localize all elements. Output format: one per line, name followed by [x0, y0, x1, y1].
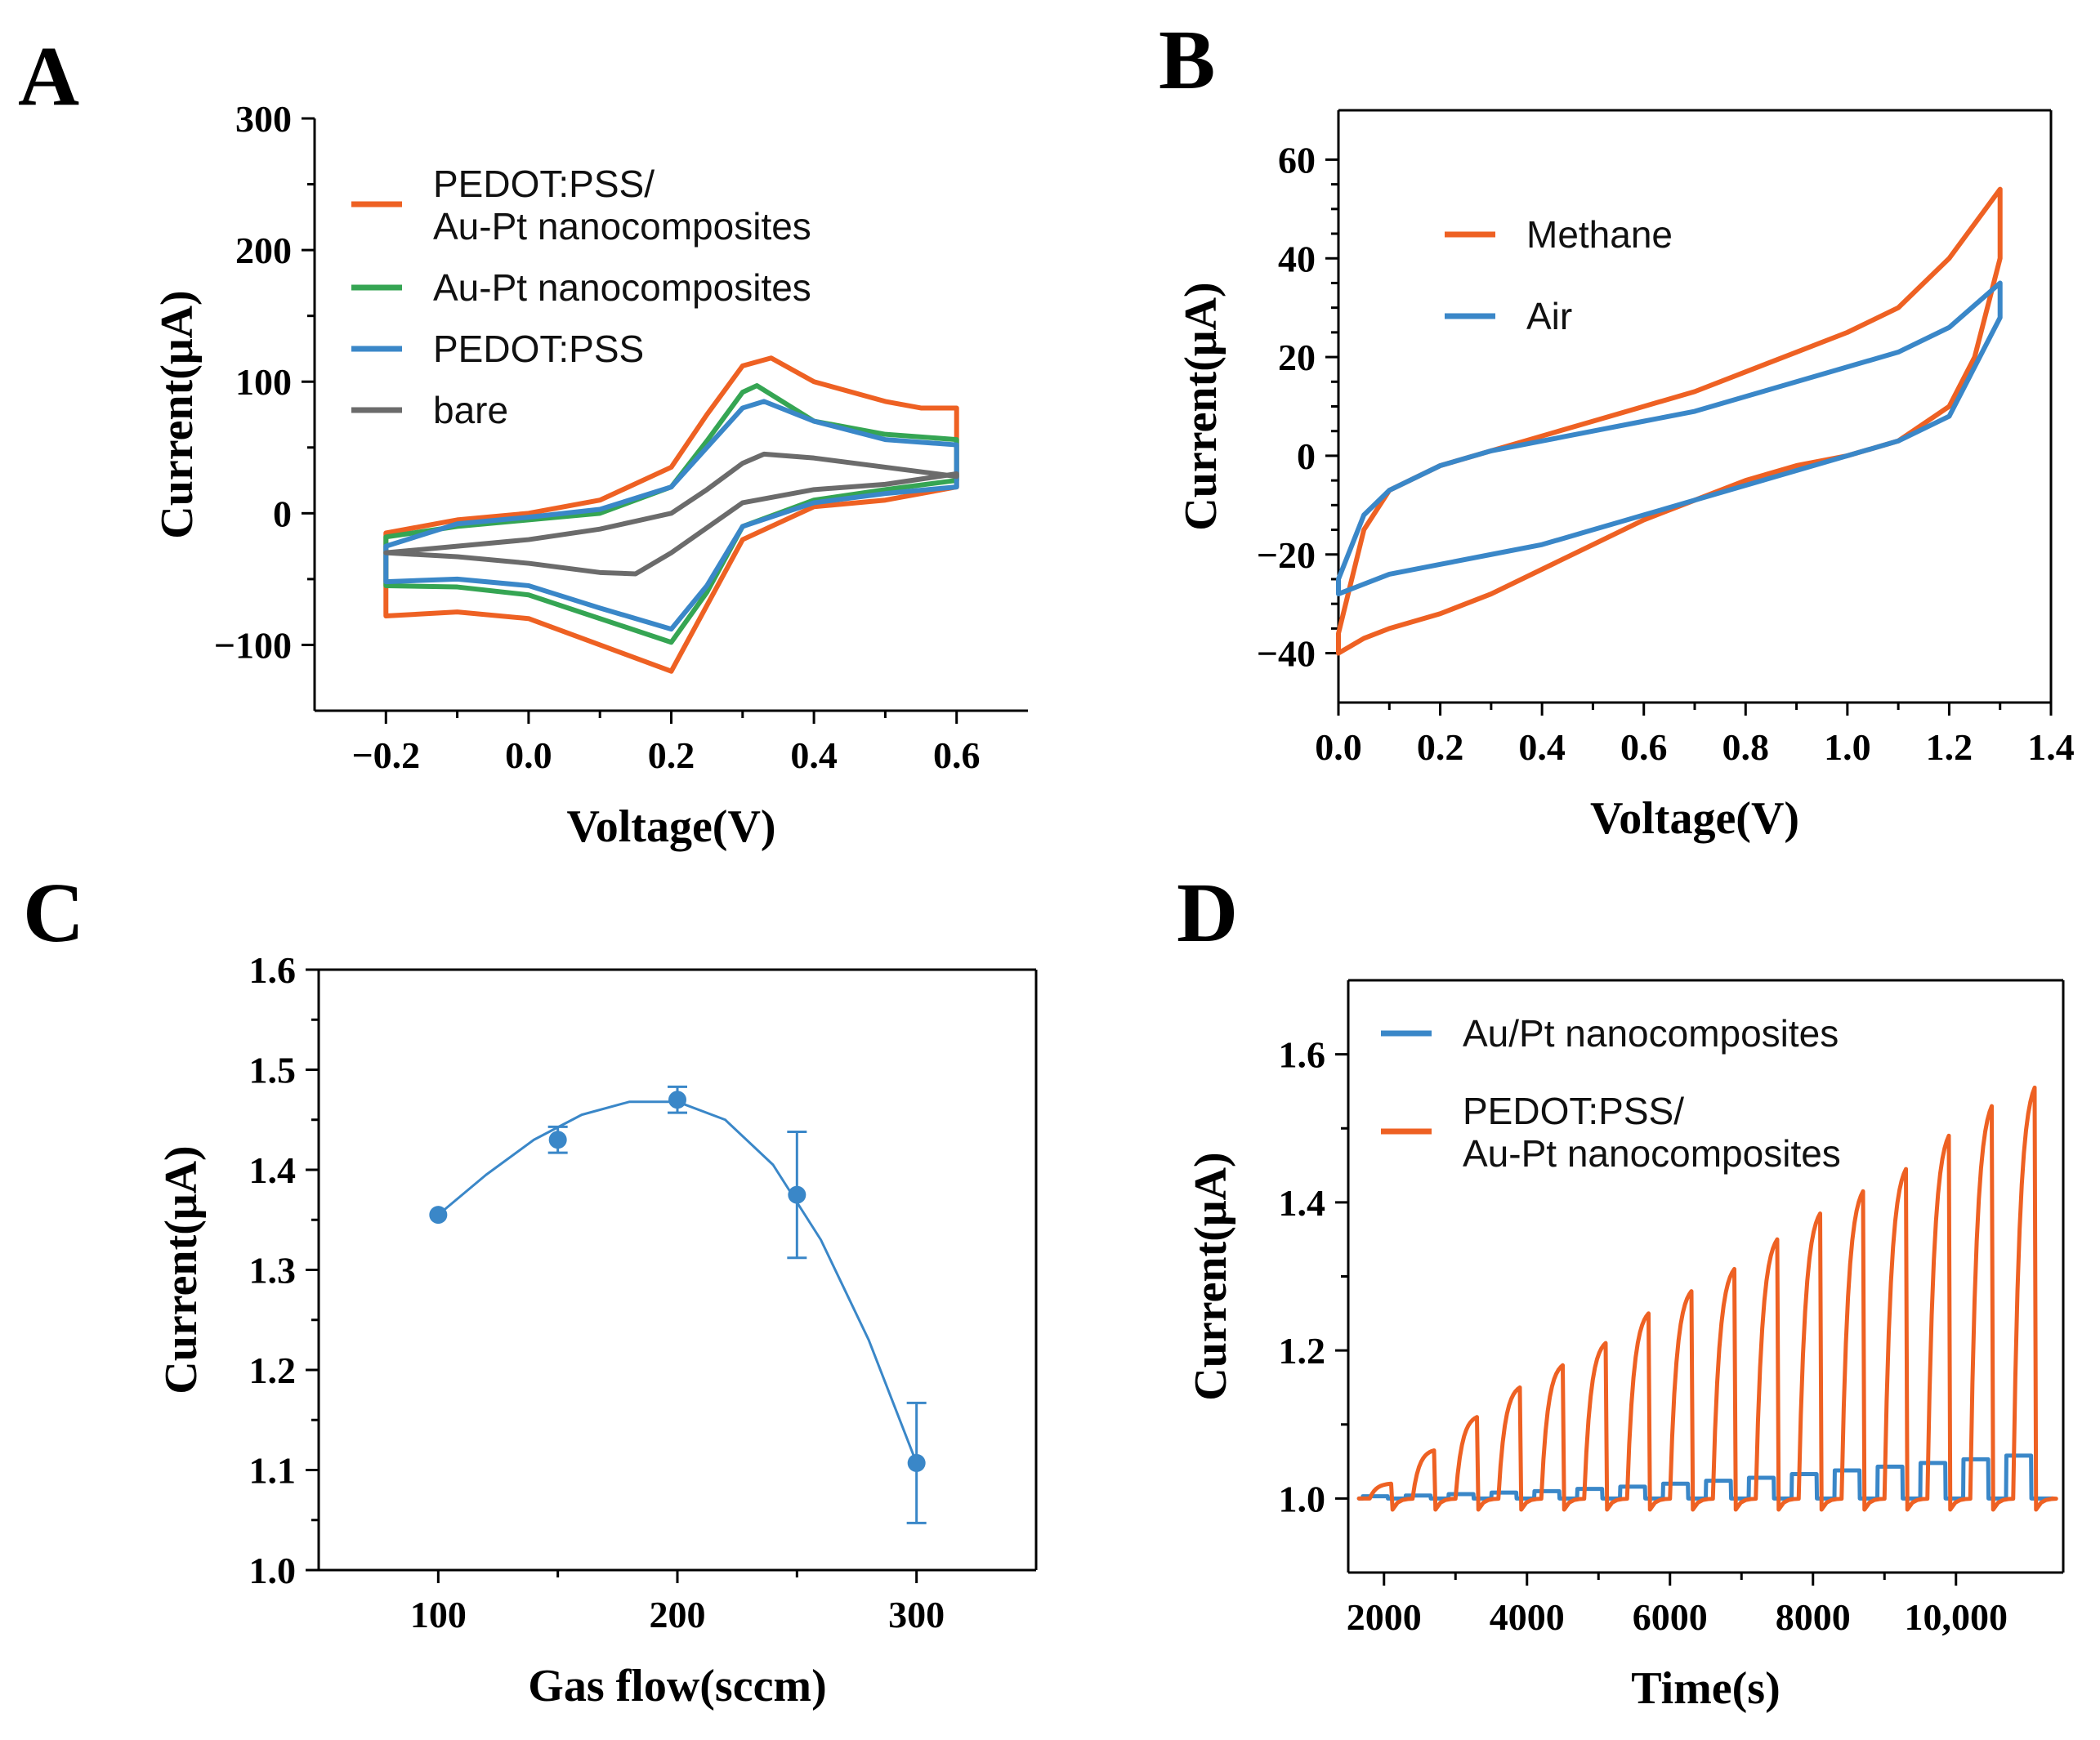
- pulse-series: [1356, 1085, 2058, 1512]
- x-tick-label: 0.6: [933, 734, 981, 776]
- y-tick-label: 0: [273, 493, 292, 534]
- x-tick-label: 1.0: [1824, 726, 1871, 768]
- legend-label: Au/Pt nanocomposites: [1463, 1012, 1839, 1055]
- panel-b-chart: 0.0 0.2 0.4 0.6 0.8 1.0 1.2 1.4 −40 −20 0 20 40 60 Vol…: [1176, 109, 2075, 844]
- panel-letter-a: A: [18, 29, 79, 123]
- data-point: [788, 1185, 806, 1204]
- y-tick-label: −40: [1257, 633, 1316, 675]
- y-axis-label: Current(μA): [1176, 282, 1226, 530]
- y-tick-label: 1.4: [249, 1149, 297, 1191]
- x-tick-label: 4000: [1490, 1596, 1565, 1638]
- y-tick-label: 1.1: [249, 1450, 297, 1492]
- y-tick-label: 60: [1278, 139, 1316, 181]
- x-tick-label: 1.2: [1926, 726, 1973, 768]
- panel-letter-b: B: [1159, 13, 1215, 107]
- y-axis-label: Current(μA): [1186, 1152, 1236, 1400]
- legend-label: Methane: [1526, 213, 1673, 256]
- data-point: [429, 1206, 448, 1225]
- x-axis-label: Voltage(V): [566, 801, 775, 852]
- panel-c-chart: 100 200 300 1.0 1.1 1.2 1.3 1.4 1.5 1.6 Gas flow(s…: [156, 949, 1038, 1711]
- y-tick-label: 1.2: [249, 1350, 297, 1391]
- y-tick-label: 1.0: [249, 1550, 297, 1591]
- x-tick-label: 10,000: [1905, 1596, 2008, 1638]
- legend-label: Au-Pt nanocomposites: [433, 266, 811, 309]
- x-axis-label: Gas flow(sccm): [528, 1661, 826, 1711]
- x-tick-label: 0.2: [648, 734, 695, 776]
- x-tick-label: 200: [650, 1594, 706, 1635]
- y-tick-label: 0: [1297, 435, 1316, 477]
- pulse-series: [1356, 1453, 2055, 1501]
- series-line: [383, 355, 959, 674]
- y-tick-label: 200: [235, 230, 292, 271]
- x-tick-label: 0.4: [790, 734, 838, 776]
- legend-label: PEDOT:PSS/: [433, 163, 655, 205]
- data-point: [548, 1131, 567, 1149]
- panel-letter-c: C: [23, 866, 84, 960]
- x-tick-label: 0.8: [1722, 726, 1770, 768]
- x-tick-label: 0.2: [1417, 726, 1464, 768]
- x-tick-label: 0.0: [505, 734, 552, 776]
- x-tick-label: 0.0: [1315, 726, 1362, 768]
- legend-label: Au-Pt nanocomposites: [433, 205, 811, 248]
- x-tick-label: −0.2: [351, 734, 420, 776]
- series-line: [1336, 280, 2003, 597]
- legend-label: Air: [1526, 295, 1572, 337]
- panel-d-chart: 2000 4000 6000 8000 10,000 1.0 1.2 1.4 1.6 Time(s…: [1186, 979, 2065, 1714]
- legend-label: PEDOT:PSS/: [1463, 1090, 1684, 1132]
- data-point: [668, 1091, 686, 1109]
- x-tick-label: 1.4: [2027, 726, 2075, 768]
- x-tick-label: 2000: [1347, 1596, 1422, 1638]
- panel-a-chart: −0.2 0.0 0.2 0.4 0.6 −100 0 100 200 300 Voltage(V)…: [152, 98, 1028, 852]
- y-tick-label: 1.5: [249, 1050, 297, 1091]
- x-tick-label: 6000: [1633, 1596, 1708, 1638]
- y-tick-label: 1.4: [1279, 1182, 1326, 1224]
- data-point: [907, 1453, 926, 1472]
- series-line: [383, 451, 959, 577]
- series-line: [1336, 186, 2003, 656]
- y-tick-label: 40: [1278, 238, 1316, 279]
- y-tick-label: 1.6: [249, 949, 297, 991]
- x-tick-label: 0.6: [1620, 726, 1668, 768]
- y-tick-label: −100: [214, 624, 292, 666]
- y-tick-label: 300: [235, 98, 292, 140]
- x-tick-label: 8000: [1776, 1596, 1851, 1638]
- y-tick-label: 1.6: [1279, 1034, 1326, 1076]
- y-tick-label: 1.3: [249, 1250, 297, 1292]
- y-tick-label: 20: [1278, 337, 1316, 378]
- legend-label: Au-Pt nanocomposites: [1463, 1132, 1841, 1175]
- fit-curve: [436, 1100, 918, 1465]
- y-tick-label: 1.2: [1279, 1330, 1326, 1372]
- y-tick-label: 100: [235, 361, 292, 403]
- x-tick-label: 0.4: [1518, 726, 1566, 768]
- x-axis-label: Time(s): [1631, 1663, 1781, 1714]
- y-axis-label: Current(μA): [152, 290, 203, 538]
- series-line: [383, 399, 959, 632]
- legend-label: PEDOT:PSS: [433, 328, 644, 370]
- x-tick-label: 300: [888, 1594, 945, 1635]
- x-tick-label: 100: [410, 1594, 467, 1635]
- y-tick-label: −20: [1257, 534, 1316, 576]
- x-axis-label: Voltage(V): [1590, 793, 1799, 844]
- panel-letter-d: D: [1177, 866, 1238, 960]
- legend-label: bare: [433, 389, 508, 431]
- y-tick-label: 1.0: [1279, 1478, 1326, 1519]
- y-axis-label: Current(μA): [156, 1145, 207, 1394]
